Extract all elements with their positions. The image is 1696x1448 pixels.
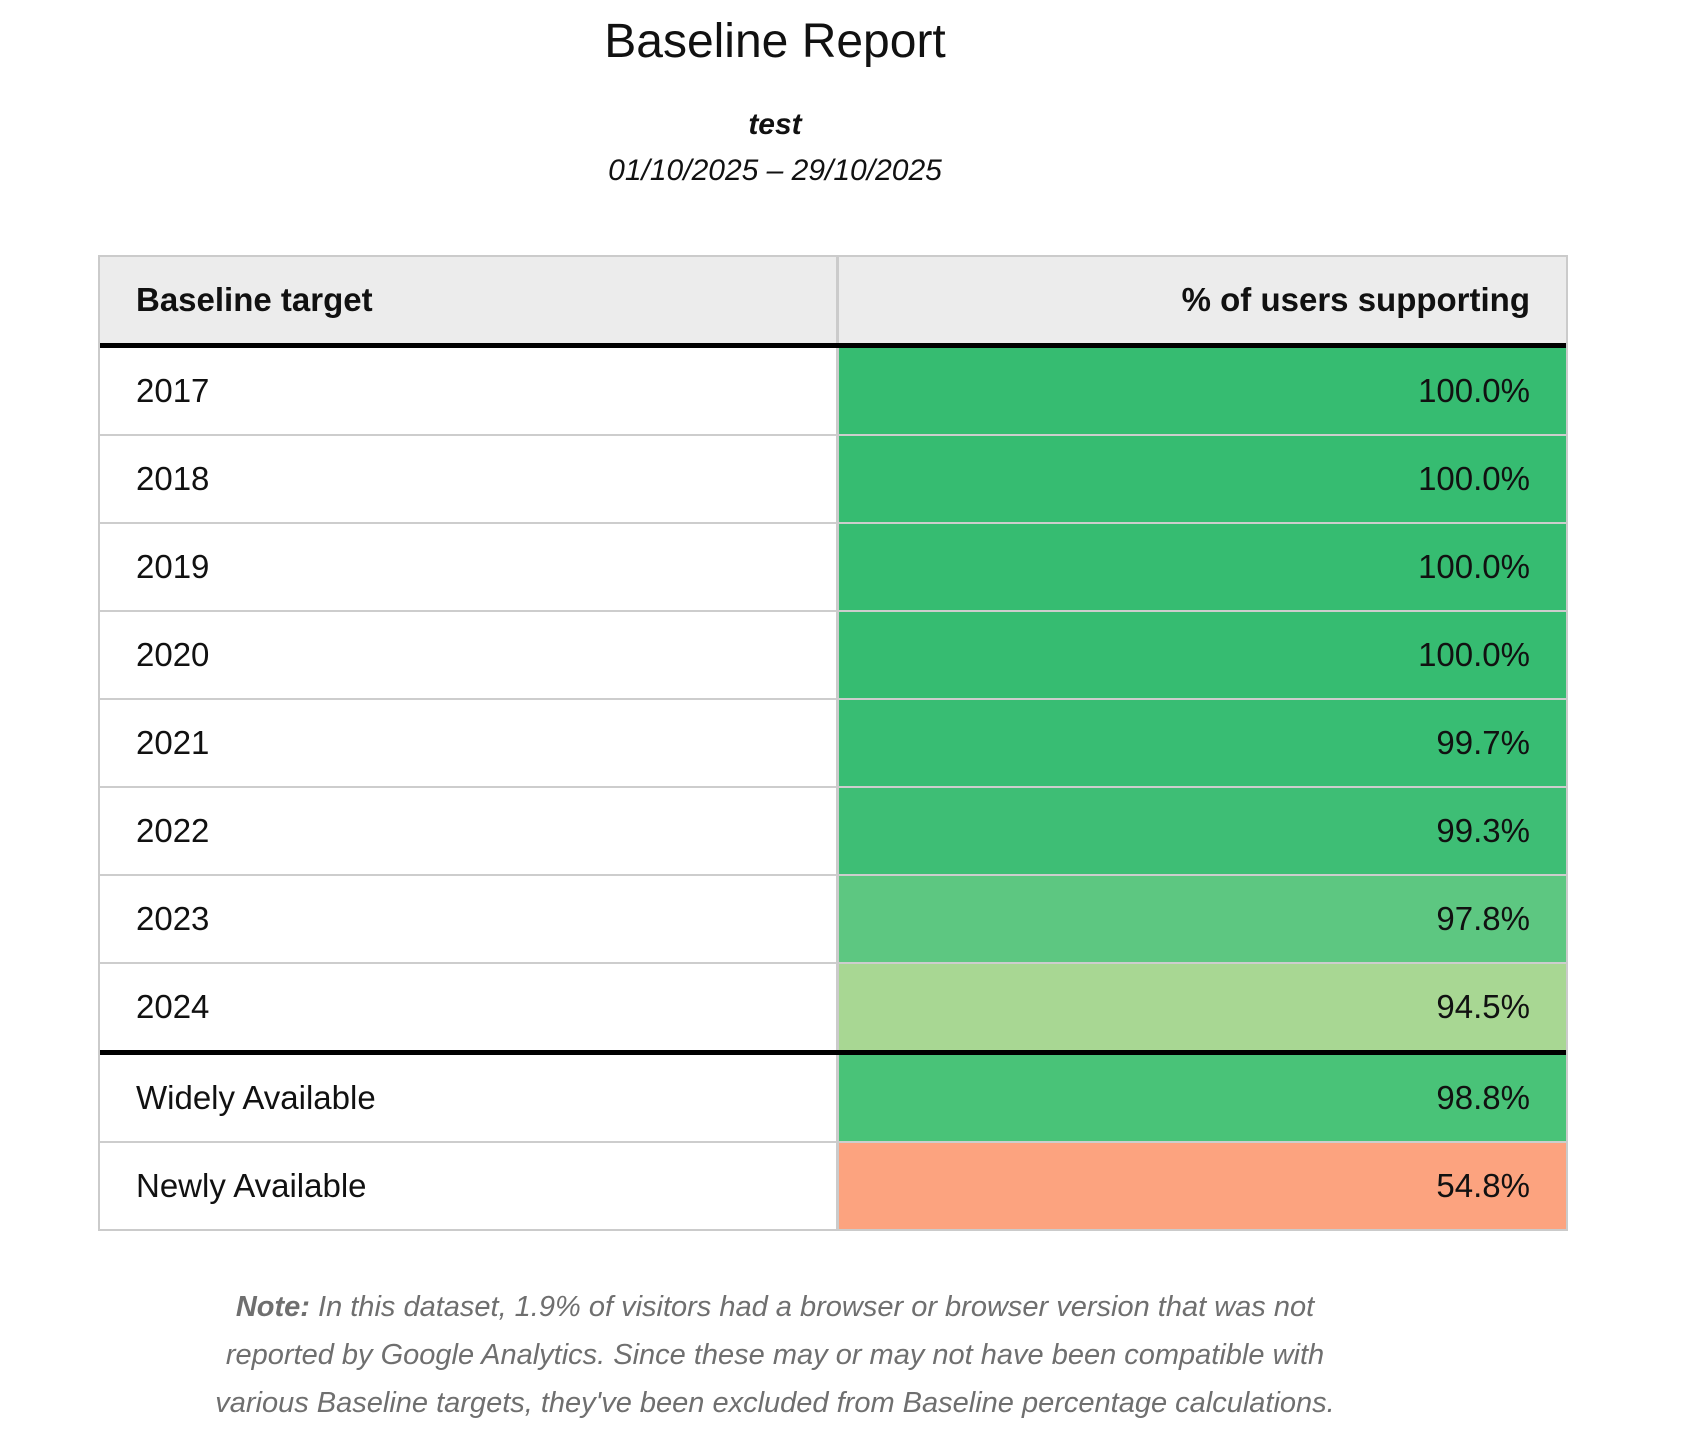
value-cell: 99.7%: [837, 699, 1566, 788]
table-row: 2022 99.3%: [100, 787, 1566, 876]
note-label: Note:: [235, 1291, 310, 1323]
value-cell: 98.8%: [837, 1050, 1566, 1143]
value-cell: 100.0%: [837, 611, 1566, 700]
target-cell: 2017: [100, 345, 839, 436]
report-subtitle: test: [748, 108, 802, 141]
table-row: 2017 100.0%: [100, 345, 1566, 436]
target-cell: 2021: [100, 699, 839, 788]
report-header: Baseline Report test 01/10/2025 – 29/10/…: [0, 14, 1550, 191]
value-cell: 100.0%: [837, 435, 1566, 524]
report-date-range: 01/10/2025 – 29/10/2025: [608, 154, 942, 187]
target-cell: 2020: [100, 611, 839, 700]
target-cell: Widely Available: [100, 1050, 839, 1143]
table-row: 2021 99.7%: [100, 699, 1566, 788]
value-cell: 54.8%: [837, 1142, 1566, 1229]
target-cell: 2019: [100, 523, 839, 612]
value-cell: 100.0%: [837, 523, 1566, 612]
note-text: In this dataset, 1.9% of visitors had a …: [215, 1291, 1335, 1419]
target-cell: Newly Available: [100, 1142, 839, 1229]
target-cell: 2022: [100, 787, 839, 876]
table-row: 2020 100.0%: [100, 611, 1566, 700]
baseline-table: Baseline target % of users supporting 20…: [100, 257, 1566, 1229]
value-cell: 100.0%: [837, 345, 1566, 436]
footnote-text-block: Note: In this dataset, 1.9% of visitors …: [183, 1283, 1368, 1427]
table-row: 2024 94.5%: [100, 963, 1566, 1054]
value-cell: 97.8%: [837, 875, 1566, 964]
table-header: Baseline target % of users supporting: [100, 257, 1566, 348]
target-cell: 2023: [100, 875, 839, 964]
value-cell: 94.5%: [837, 963, 1566, 1054]
table-row: Newly Available 54.8%: [100, 1142, 1566, 1229]
table-row: 2023 97.8%: [100, 875, 1566, 964]
footnote: Note: In this dataset, 1.9% of visitors …: [0, 1283, 1550, 1427]
table-row: 2019 100.0%: [100, 523, 1566, 612]
column-header-users-supporting: % of users supporting: [837, 257, 1566, 348]
value-cell: 99.3%: [837, 787, 1566, 876]
target-cell: 2024: [100, 963, 839, 1054]
table-row: 2018 100.0%: [100, 435, 1566, 524]
table-body: 2017 100.0% 2018 100.0% 2019 100.0% 2020…: [100, 345, 1566, 1229]
baseline-table-container: Baseline target % of users supporting 20…: [98, 255, 1568, 1231]
table-row: Widely Available 98.8%: [100, 1050, 1566, 1143]
page-title: Baseline Report: [604, 15, 946, 68]
column-header-baseline-target: Baseline target: [100, 257, 839, 348]
target-cell: 2018: [100, 435, 839, 524]
header-row: Baseline target % of users supporting: [100, 257, 1566, 348]
